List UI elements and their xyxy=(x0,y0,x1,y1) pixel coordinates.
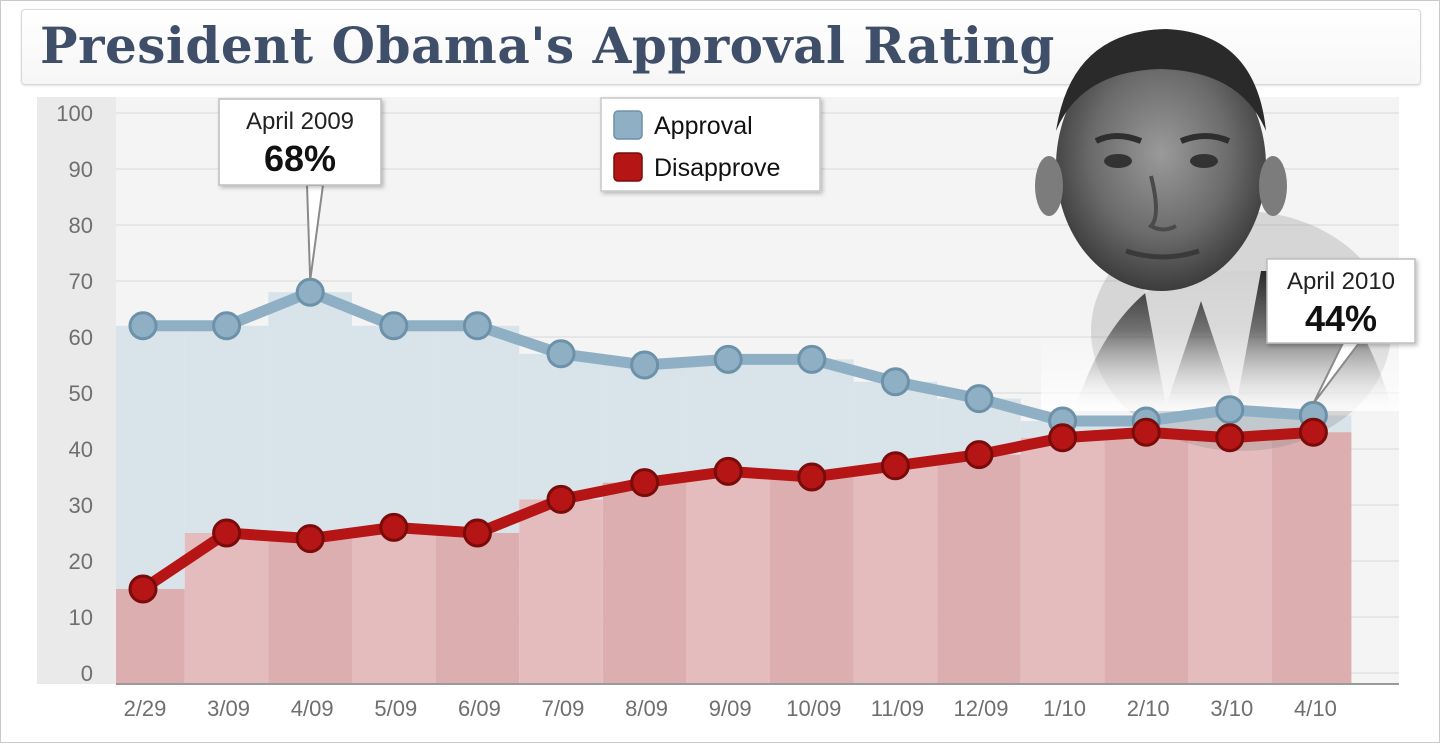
approval-point xyxy=(964,384,994,414)
disapprove-area-column xyxy=(686,471,770,684)
disapprove-point xyxy=(379,512,409,542)
y-tick-label: 30 xyxy=(69,493,93,518)
disapprove-area-column xyxy=(853,465,938,684)
disapprove-area-column xyxy=(1020,437,1105,684)
x-tick-label: 5/09 xyxy=(374,696,417,721)
approval-area-column xyxy=(519,353,603,500)
disapprove-area-column xyxy=(1271,432,1352,684)
legend-label-approval: Approval xyxy=(654,112,753,140)
x-tick-label: 4/10 xyxy=(1294,696,1337,721)
y-tick-label: 80 xyxy=(69,213,93,238)
x-tick-label: 3/10 xyxy=(1210,696,1253,721)
disapprove-point xyxy=(1048,423,1078,453)
disapprove-area-column xyxy=(602,482,687,684)
x-tick-label: 11/09 xyxy=(871,696,924,721)
disapprove-area-column xyxy=(268,538,352,684)
approval-point xyxy=(713,344,743,374)
legend-label-disapprove: Disapprove xyxy=(654,154,780,182)
x-tick-label: 3/09 xyxy=(207,696,250,721)
approval-area-column xyxy=(352,325,436,528)
approval-point xyxy=(295,277,325,307)
disapprove-area-column xyxy=(116,589,185,684)
x-tick-label: 8/09 xyxy=(625,696,668,721)
x-tick-label: 1/10 xyxy=(1043,696,1086,721)
disapprove-point xyxy=(713,456,743,486)
x-tick-label: 12/09 xyxy=(953,696,1008,721)
x-tick-label: 2/10 xyxy=(1127,696,1170,721)
disapprove-area-column xyxy=(1104,432,1188,684)
disapprove-point xyxy=(1131,417,1161,447)
y-tick-label: 10 xyxy=(69,605,93,630)
disapprove-area-column xyxy=(770,477,854,684)
y-tick-label: 0 xyxy=(81,661,93,686)
x-tick-label: 10/09 xyxy=(786,696,841,721)
x-tick-label: 6/09 xyxy=(458,696,501,721)
approval-area-column xyxy=(435,325,520,533)
y-tick-label: 60 xyxy=(69,325,93,350)
disapprove-point xyxy=(462,518,492,548)
x-tick-label: 2/29 xyxy=(124,696,167,721)
x-tick-label: 4/09 xyxy=(291,696,334,721)
disapprove-point xyxy=(546,484,576,514)
callout-label: April 2009 xyxy=(246,108,354,135)
disapprove-area-column xyxy=(352,527,436,684)
callout-value: 44% xyxy=(1305,298,1377,339)
approval-point xyxy=(880,367,910,397)
disapprove-point xyxy=(1298,417,1328,447)
y-tick-label: 20 xyxy=(69,549,93,574)
approval-area-column xyxy=(686,359,770,472)
approval-area-column xyxy=(602,365,687,483)
disapprove-area-column xyxy=(937,454,1021,684)
callout-value: 68% xyxy=(264,138,336,179)
callout-box xyxy=(218,98,382,186)
approval-point xyxy=(379,311,409,341)
approval-point xyxy=(546,339,576,369)
approval-point xyxy=(212,311,242,341)
x-tick-label: 7/09 xyxy=(542,696,585,721)
approval-point xyxy=(128,311,158,341)
disapprove-point xyxy=(212,518,242,548)
disapprove-point xyxy=(880,451,910,481)
disapprove-area-column xyxy=(1188,437,1272,684)
approval-point xyxy=(462,311,492,341)
y-axis-band xyxy=(37,97,116,684)
approval-area-column xyxy=(770,359,854,477)
approval-area-column xyxy=(116,325,185,589)
y-tick-label: 100 xyxy=(56,101,93,126)
legend-swatch-disapprove xyxy=(613,152,643,182)
chart-title: President Obama's Approval Rating xyxy=(40,16,1055,75)
callout-label: April 2010 xyxy=(1287,268,1395,295)
disapprove-point xyxy=(128,574,158,604)
disapprove-point xyxy=(295,524,325,554)
y-tick-label: 70 xyxy=(69,269,93,294)
approval-area-column xyxy=(268,292,352,539)
disapprove-point xyxy=(797,462,827,492)
approval-point xyxy=(630,350,660,380)
callout-box xyxy=(1266,258,1416,344)
approval-point xyxy=(1215,395,1245,425)
y-tick-label: 40 xyxy=(69,437,93,462)
disapprove-point xyxy=(964,440,994,470)
disapprove-area-column xyxy=(435,533,520,684)
y-tick-label: 50 xyxy=(69,381,93,406)
y-tick-label: 90 xyxy=(69,157,93,182)
disapprove-point xyxy=(1215,423,1245,453)
legend-swatch-approval xyxy=(613,110,643,140)
disapprove-area-column xyxy=(519,499,603,684)
approval-area-column xyxy=(184,325,269,533)
disapprove-point xyxy=(630,468,660,498)
approval-point xyxy=(797,344,827,374)
x-tick-label: 9/09 xyxy=(709,696,752,721)
